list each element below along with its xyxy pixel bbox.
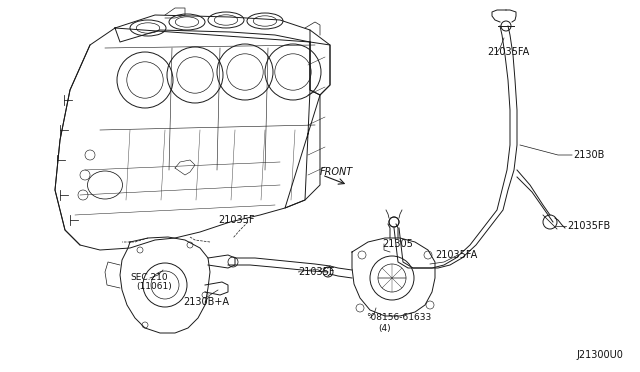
Text: 21035FA: 21035FA [487, 47, 529, 57]
Text: FRONT: FRONT [320, 167, 353, 177]
Text: J21300U0: J21300U0 [576, 350, 623, 360]
Text: 21035FB: 21035FB [567, 221, 611, 231]
Text: 2130B+A: 2130B+A [183, 297, 229, 307]
Text: 21035FA: 21035FA [435, 250, 477, 260]
Text: (11061): (11061) [136, 282, 172, 292]
Text: °08156-61633: °08156-61633 [366, 314, 431, 323]
Text: 21035F: 21035F [218, 215, 255, 225]
Text: (4): (4) [378, 324, 390, 333]
Text: SEC.210: SEC.210 [130, 273, 168, 282]
Text: 21035F: 21035F [298, 267, 335, 277]
Text: 21305: 21305 [382, 239, 413, 249]
Text: 2130B: 2130B [573, 150, 604, 160]
